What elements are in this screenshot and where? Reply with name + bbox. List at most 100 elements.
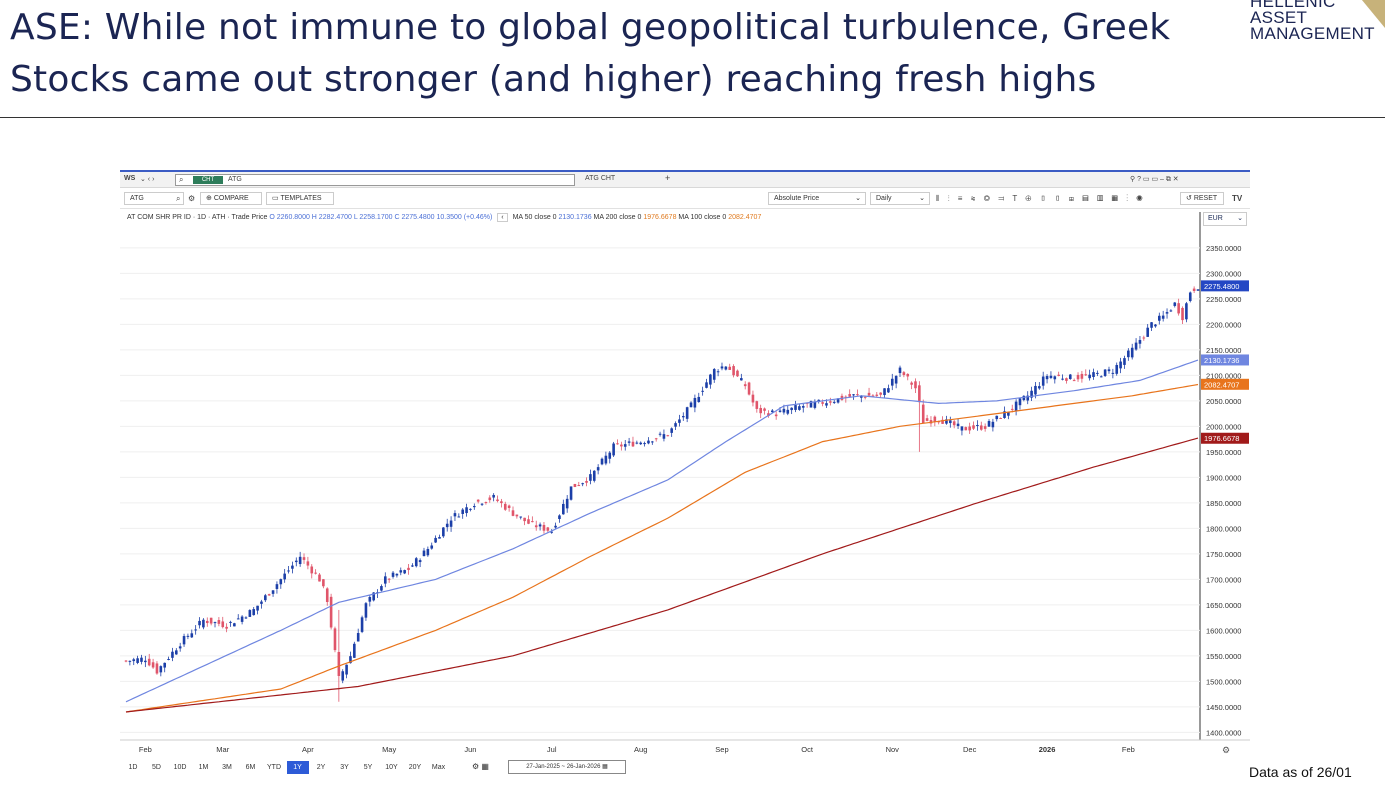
candle bbox=[538, 524, 542, 527]
range-settings-icon[interactable]: ⚙ ▦ bbox=[472, 762, 489, 771]
candle bbox=[743, 384, 747, 387]
range-button-5y[interactable]: 5Y bbox=[363, 764, 373, 771]
candle bbox=[333, 628, 337, 651]
add-tab-icon[interactable]: + bbox=[665, 173, 671, 183]
candle bbox=[500, 501, 503, 504]
candle bbox=[186, 635, 190, 637]
candle bbox=[1196, 289, 1200, 291]
reset-button[interactable]: ↺ RESET bbox=[1180, 192, 1224, 205]
candle bbox=[233, 623, 236, 627]
ticker-search-icon[interactable]: ⌕ bbox=[176, 194, 181, 203]
workspace-menu-icon[interactable]: ⌄ ‹ › bbox=[140, 176, 155, 183]
candle bbox=[171, 651, 174, 658]
candle bbox=[480, 503, 484, 505]
candle bbox=[1014, 401, 1018, 411]
candle bbox=[728, 366, 732, 370]
candle bbox=[1177, 303, 1180, 314]
candle bbox=[767, 413, 770, 416]
candle bbox=[414, 558, 418, 567]
chevron-down-icon: ⌄ bbox=[919, 195, 925, 202]
range-button-6m[interactable]: 6M bbox=[245, 764, 256, 771]
y-tick-label: 2300.0000 bbox=[1206, 269, 1241, 278]
candle bbox=[794, 405, 797, 410]
collapse-legend-icon[interactable]: ‹ bbox=[497, 213, 508, 222]
command-input[interactable]: ⌕ CHT ATG bbox=[175, 174, 575, 186]
price-mode-select[interactable]: Absolute Price ⌄ bbox=[768, 192, 866, 205]
ma50-line bbox=[125, 359, 1199, 703]
ticker-settings-icon[interactable]: ⚙ bbox=[188, 194, 196, 203]
candle bbox=[1185, 303, 1188, 320]
candle bbox=[716, 371, 720, 373]
candle bbox=[256, 605, 259, 611]
command-ticker: ATG bbox=[228, 176, 242, 183]
x-tick-label: Sep bbox=[715, 745, 728, 754]
candle bbox=[515, 514, 519, 517]
candle bbox=[128, 660, 132, 662]
candle bbox=[445, 523, 449, 528]
candle bbox=[175, 650, 178, 655]
candle bbox=[871, 395, 875, 397]
candle bbox=[565, 498, 569, 509]
candle bbox=[662, 434, 666, 439]
candle bbox=[856, 394, 859, 396]
candle bbox=[236, 618, 240, 620]
candle bbox=[1146, 327, 1149, 337]
y-tick-label: 1500.0000 bbox=[1206, 677, 1241, 686]
currency-select[interactable]: EUR ⌄ bbox=[1203, 212, 1247, 226]
candle bbox=[1138, 339, 1142, 344]
range-button-ytd[interactable]: YTD bbox=[267, 764, 281, 771]
range-button-1d[interactable]: 1D bbox=[128, 764, 138, 771]
candle bbox=[1157, 315, 1161, 321]
candle bbox=[271, 590, 275, 594]
candle bbox=[860, 395, 863, 398]
range-button-1y[interactable]: 1Y bbox=[286, 761, 309, 774]
range-button-3y[interactable]: 3Y bbox=[340, 764, 349, 771]
candle bbox=[848, 394, 851, 397]
legend-line: AT COM SHR PR ID · 1D · ATH · Trade Pric… bbox=[127, 213, 761, 222]
templates-label: TEMPLATES bbox=[280, 195, 322, 202]
candle bbox=[1181, 307, 1184, 321]
workspace-tab[interactable]: WS bbox=[124, 175, 136, 182]
candle bbox=[244, 617, 248, 619]
candle bbox=[1169, 310, 1173, 312]
candle bbox=[353, 643, 356, 658]
range-button-5d[interactable]: 5D bbox=[152, 764, 161, 771]
chart-tools-icon[interactable]: ⫴ ⫶ ≡ ≋ ◎ ⫤ T ⊕ ▯ ▯ ⊞ ▤ ▥ ▦ ⋮ ◉ bbox=[936, 194, 1146, 203]
price-chart[interactable]: 1400.0000 1450.0000 1500.0000 1550.0000 1600… bbox=[120, 172, 1250, 758]
range-button-10d[interactable]: 10D bbox=[173, 764, 187, 771]
chart-toolbar: ATG ⌕ ⚙ ⊕ COMPARE ▭ TEMPLATES Absolute P… bbox=[120, 189, 1250, 209]
ma200-label: MA 200 close 0 bbox=[593, 214, 642, 221]
candle bbox=[275, 584, 279, 589]
candle bbox=[473, 506, 476, 508]
candle bbox=[712, 369, 716, 380]
y-tick-label: 1450.0000 bbox=[1206, 703, 1241, 712]
date-range-picker[interactable]: 27-Jan-2025 ~ 26-Jan-2026 ▦ bbox=[508, 760, 626, 774]
candle bbox=[438, 537, 441, 539]
candle bbox=[577, 485, 581, 487]
candle bbox=[1030, 390, 1033, 398]
window-controls-icon[interactable]: ⚲ ? ▭ ▭ ‒ ⧉ ✕ bbox=[1130, 176, 1179, 183]
templates-button[interactable]: ▭ TEMPLATES bbox=[266, 192, 334, 205]
candle bbox=[1057, 374, 1060, 376]
range-button-10y[interactable]: 10Y bbox=[385, 764, 398, 771]
candle bbox=[821, 402, 824, 404]
candle bbox=[666, 435, 670, 437]
frequency-select[interactable]: Daily ⌄ bbox=[870, 192, 930, 205]
ticker-box[interactable]: ATG bbox=[124, 192, 184, 205]
candle bbox=[809, 401, 813, 408]
range-button-max[interactable]: Max bbox=[431, 764, 446, 771]
candle bbox=[902, 372, 906, 376]
y-tick-label: 2100.0000 bbox=[1206, 371, 1241, 380]
range-button-3m[interactable]: 3M bbox=[222, 764, 232, 771]
candle bbox=[941, 419, 944, 424]
candle bbox=[1107, 369, 1111, 372]
candle bbox=[178, 646, 182, 649]
candle bbox=[534, 525, 538, 528]
compare-button[interactable]: ⊕ COMPARE bbox=[200, 192, 262, 205]
cht-function-badge: CHT bbox=[193, 176, 223, 184]
range-button-2y[interactable]: 2Y bbox=[316, 764, 326, 771]
range-button-20y[interactable]: 20Y bbox=[408, 764, 422, 771]
candle bbox=[306, 561, 310, 566]
range-button-1m[interactable]: 1M bbox=[198, 764, 209, 771]
tab-atg-cht[interactable]: ATG CHT bbox=[585, 175, 616, 182]
